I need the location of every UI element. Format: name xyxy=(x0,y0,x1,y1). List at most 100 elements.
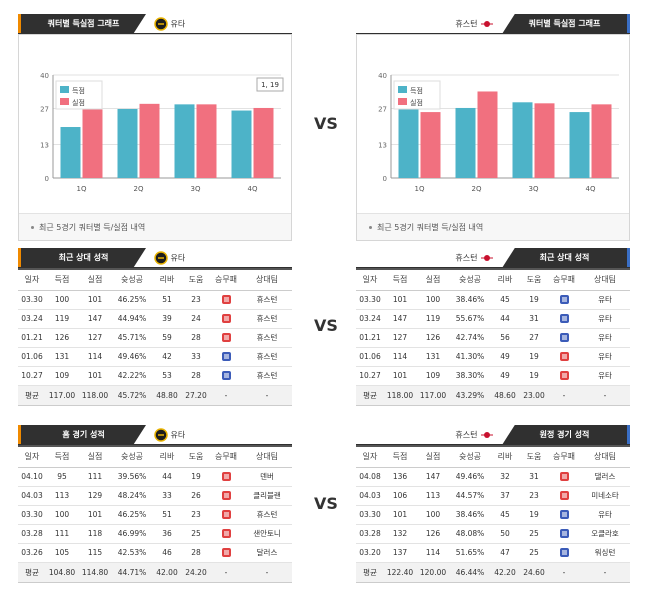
panel-header: 원정 경기 성적 휴스턴 xyxy=(356,425,630,445)
table-cell: 24.20 xyxy=(182,562,210,583)
score-bar[interactable] xyxy=(60,127,81,178)
table-cell: 126 xyxy=(46,328,78,348)
table-cell: - xyxy=(548,562,580,583)
table-row: 03.30 101 100 38.46% 45 19 유타 xyxy=(356,505,630,525)
table-cell: 유타 xyxy=(580,347,630,367)
table-cell: 47 xyxy=(490,543,520,563)
allowed-bar[interactable] xyxy=(477,91,498,178)
result-cell xyxy=(548,543,580,563)
table-cell: 127 xyxy=(384,328,416,348)
column-header: 득점 xyxy=(384,268,416,291)
y-tick-label: 27 xyxy=(40,105,49,113)
table-cell: 129 xyxy=(78,486,112,506)
table-cell: 23.00 xyxy=(520,385,548,406)
table-cell: 19 xyxy=(520,366,548,386)
stats-table: 일자 득점 실점 슛성공 리바 도움 승무패 상대팀 03.30 100 101 46.25% 51 23… xyxy=(18,268,292,406)
average-row: 평균 122.40 120.00 46.44% 42.20 24.60- - xyxy=(356,562,630,583)
score-bar[interactable] xyxy=(117,108,138,178)
table-cell: 38.30% xyxy=(450,366,490,386)
column-header: 리바 xyxy=(490,445,520,468)
table-cell: 43.29% xyxy=(450,385,490,406)
win-icon xyxy=(559,295,569,305)
table-cell: 36 xyxy=(152,524,182,544)
table-row: 10.27 109 101 42.22% 53 28 휴스턴 xyxy=(18,366,292,386)
table-cell: 01.21 xyxy=(356,328,384,348)
score-bar[interactable] xyxy=(455,107,476,178)
table-cell: 클리블랜 xyxy=(242,486,292,506)
table-row: 01.21 126 127 45.71% 59 28 휴스턴 xyxy=(18,328,292,348)
table-cell: 03.20 xyxy=(356,543,384,563)
table-cell: 114 xyxy=(78,347,112,367)
home-quarter-chart-panel: 쿼터별 득실점 그래프 유타 0 13 27 40 1Q 2Q 3Q 4Q 득점 실점 1, 19 … xyxy=(18,14,292,241)
away-quarter-chart-panel: 쿼터별 득실점 그래프 휴스턴 0 13 27 40 1Q 2Q 3Q 4Q 득점 실점 최근 5… xyxy=(356,14,630,241)
table-row: 10.27 101 109 38.30% 49 19 유타 xyxy=(356,366,630,386)
table-cell: 44.57% xyxy=(450,486,490,506)
table-header-row: 일자 득점 실점 슛성공 리바 도움 승무패 상대팀 xyxy=(356,268,630,291)
table-row: 03.28 111 118 46.99% 36 25 샌안토니 xyxy=(18,524,292,544)
allowed-bar[interactable] xyxy=(534,103,555,178)
table-cell: 28 xyxy=(182,366,210,386)
table-cell: 24.60 xyxy=(520,562,548,583)
team-label: 유타 xyxy=(154,428,185,443)
score-bar[interactable] xyxy=(569,112,590,178)
table-cell: 04.03 xyxy=(18,486,46,506)
allowed-bar[interactable] xyxy=(139,103,160,178)
table-cell: 휴스턴 xyxy=(242,347,292,367)
loss-icon xyxy=(559,472,569,482)
loss-icon xyxy=(221,295,231,305)
allowed-bar[interactable] xyxy=(420,112,441,178)
table-cell: 33 xyxy=(182,347,210,367)
table-cell: - xyxy=(210,385,242,406)
table-cell: 19 xyxy=(520,505,548,525)
table-cell: 100 xyxy=(416,505,450,525)
result-cell xyxy=(548,486,580,506)
column-header: 상대팀 xyxy=(242,268,292,291)
table-row: 03.24 147 119 55.67% 44 31 유타 xyxy=(356,309,630,329)
table-row: 03.30 101 100 38.46% 45 19 유타 xyxy=(356,290,630,310)
result-cell xyxy=(548,467,580,487)
tooltip-box xyxy=(256,77,284,92)
table-cell: 42.00 xyxy=(152,562,182,583)
table-cell: - xyxy=(580,385,630,406)
score-bar[interactable] xyxy=(512,102,533,178)
vs-label: VS xyxy=(314,316,338,335)
table-cell: 51.65% xyxy=(450,543,490,563)
score-bar[interactable] xyxy=(398,100,419,178)
table-cell: 113 xyxy=(416,486,450,506)
x-tick-label: 2Q xyxy=(472,185,482,193)
table-cell: 26 xyxy=(182,486,210,506)
table-cell: 127 xyxy=(78,328,112,348)
allowed-bar[interactable] xyxy=(196,104,217,178)
table-cell: 101 xyxy=(78,366,112,386)
table-cell: 42.74% xyxy=(450,328,490,348)
table-cell: 118 xyxy=(78,524,112,544)
y-tick-label: 40 xyxy=(40,72,49,80)
column-header: 일자 xyxy=(18,445,46,468)
column-header: 도움 xyxy=(182,445,210,468)
loss-icon xyxy=(221,333,231,343)
legend-swatch xyxy=(398,98,407,105)
table-cell: 101 xyxy=(384,290,416,310)
score-bar[interactable] xyxy=(231,110,252,178)
away-recent-panel: 최근 상대 성적 휴스턴 일자 득점 실점 슛성공 리바 도움 승무패 상대팀 03.30 101… xyxy=(356,248,630,406)
table-cell: 49.46% xyxy=(450,467,490,487)
table-cell: 덴버 xyxy=(242,467,292,487)
table-cell: 48.80 xyxy=(152,385,182,406)
win-icon xyxy=(221,371,231,381)
result-cell xyxy=(210,366,242,386)
allowed-bar[interactable] xyxy=(253,107,274,178)
table-cell: 106 xyxy=(384,486,416,506)
allowed-bar[interactable] xyxy=(82,86,103,178)
panel-header: 쿼터별 득실점 그래프 휴스턴 xyxy=(356,14,630,34)
score-bar[interactable] xyxy=(174,104,195,178)
table-cell: 44.71% xyxy=(112,562,152,583)
table-cell: 휴스턴 xyxy=(242,309,292,329)
houston-logo-icon xyxy=(481,21,493,27)
table-cell: - xyxy=(242,385,292,406)
allowed-bar[interactable] xyxy=(591,104,612,178)
loss-icon xyxy=(221,314,231,324)
home-recent-panel: 최근 상대 성적 유타 일자 득점 실점 슛성공 리바 도움 승무패 상대팀 03.30 100 1… xyxy=(18,248,292,406)
table-cell: 100 xyxy=(416,290,450,310)
table-cell: 27 xyxy=(520,328,548,348)
table-cell: 32 xyxy=(490,467,520,487)
